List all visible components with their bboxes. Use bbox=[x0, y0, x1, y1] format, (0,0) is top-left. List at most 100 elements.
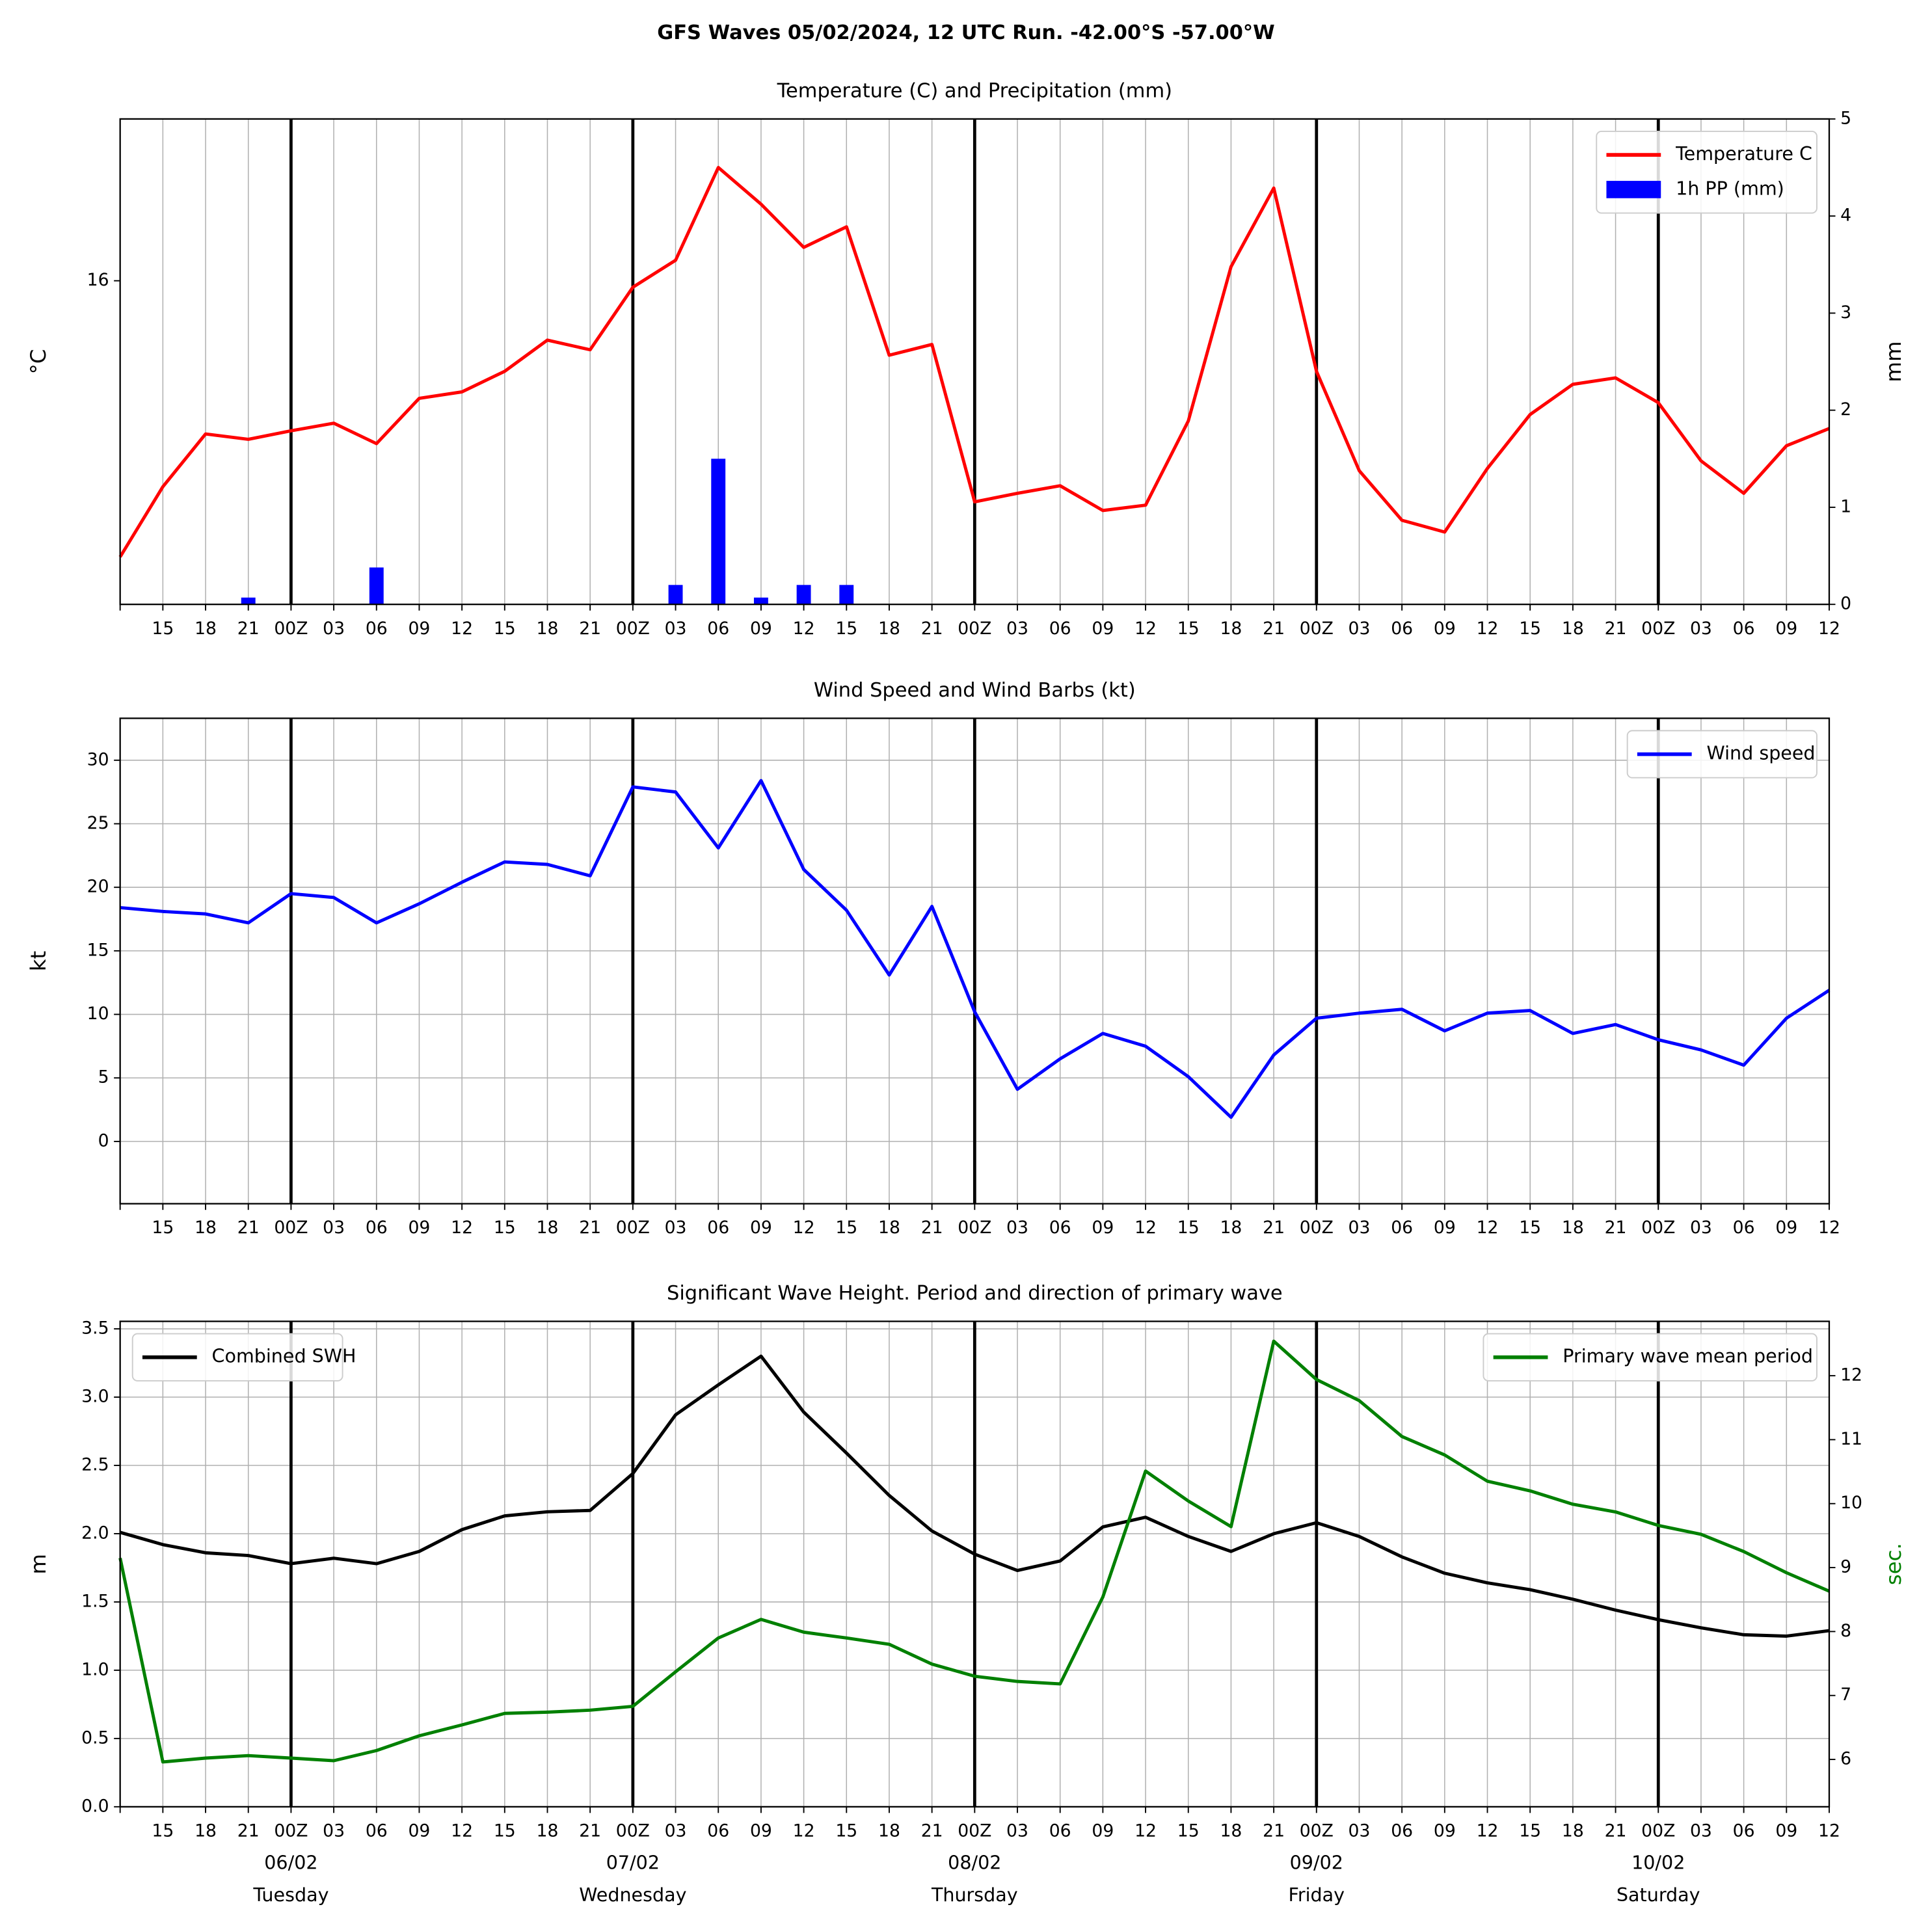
x-tick-label: 06 bbox=[1733, 619, 1755, 639]
x-tick-label: 21 bbox=[1263, 1821, 1285, 1841]
bar bbox=[369, 567, 384, 605]
weekday-label: Thursday bbox=[931, 1884, 1018, 1906]
y-tick-label: 3.0 bbox=[81, 1387, 109, 1407]
x-tick-label: 00Z bbox=[1300, 1821, 1334, 1841]
x-tick-label: 00Z bbox=[1300, 1218, 1334, 1238]
x-tick-label: 06 bbox=[1733, 1218, 1755, 1238]
legend-label: Wind speed bbox=[1707, 742, 1816, 764]
x-tick-label: 15 bbox=[835, 1218, 857, 1238]
x-tick-label: 12 bbox=[451, 1218, 473, 1238]
x-tick-label: 00Z bbox=[958, 619, 991, 639]
y-axis-label: °C bbox=[26, 349, 51, 375]
date-label: 08/02 bbox=[948, 1851, 1001, 1873]
x-tick-label: 09 bbox=[750, 1821, 772, 1841]
x-tick-label: 06 bbox=[1049, 619, 1071, 639]
x-tick-label: 00Z bbox=[1641, 619, 1675, 639]
x-tick-label: 21 bbox=[579, 619, 601, 639]
x-tick-label: 03 bbox=[1348, 1821, 1371, 1841]
x-tick-label: 06 bbox=[366, 1821, 388, 1841]
x-tick-label: 00Z bbox=[274, 1218, 308, 1238]
plot-frame bbox=[119, 118, 1831, 606]
x-tick-label: 09 bbox=[408, 619, 430, 639]
x-tick-label: 09 bbox=[1775, 1821, 1797, 1841]
x-tick-label: 09 bbox=[408, 1218, 430, 1238]
x-tick-label: 21 bbox=[1263, 619, 1285, 639]
x-tick-label: 03 bbox=[1006, 619, 1028, 639]
y-tick-label: 16 bbox=[87, 270, 109, 290]
bar bbox=[668, 585, 683, 605]
y2-tick-label: 8 bbox=[1840, 1621, 1851, 1641]
x-tick-label: 12 bbox=[793, 1821, 815, 1841]
x-tick-label: 09 bbox=[1092, 1821, 1114, 1841]
x-tick-label: 09 bbox=[1434, 1218, 1456, 1238]
x-tick-label: 09 bbox=[1775, 619, 1797, 639]
legend-label: Temperature C bbox=[1675, 142, 1812, 165]
x-tick-label: 21 bbox=[1263, 1218, 1285, 1238]
y-tick-label: 1.5 bbox=[81, 1591, 109, 1611]
y-tick-label: 10 bbox=[87, 1004, 109, 1024]
y2-tick-label: 11 bbox=[1840, 1429, 1862, 1449]
x-tick-label: 15 bbox=[835, 1821, 857, 1841]
y2-tick-label: 0 bbox=[1840, 594, 1851, 614]
line-series bbox=[118, 1339, 1830, 1764]
x-tick-label: 12 bbox=[1477, 1821, 1499, 1841]
x-tick-label: 18 bbox=[878, 1218, 900, 1238]
x-tick-label: 09 bbox=[1775, 1218, 1797, 1238]
x-tick-label: 15 bbox=[1177, 1821, 1200, 1841]
x-tick-label: 00Z bbox=[616, 619, 650, 639]
bar bbox=[839, 585, 854, 605]
date-label: 09/02 bbox=[1290, 1851, 1343, 1873]
x-tick-label: 15 bbox=[494, 619, 516, 639]
x-tick-label: 21 bbox=[921, 619, 943, 639]
bar bbox=[241, 597, 256, 605]
line-series bbox=[118, 166, 1830, 558]
x-tick-label: 12 bbox=[793, 619, 815, 639]
x-tick-label: 09 bbox=[750, 1218, 772, 1238]
plot-frame bbox=[119, 1320, 1831, 1808]
x-tick-label: 06 bbox=[1391, 1218, 1413, 1238]
date-label: 06/02 bbox=[264, 1851, 317, 1873]
bar bbox=[711, 459, 726, 605]
y-tick-label: 5 bbox=[98, 1067, 109, 1088]
date-label: 10/02 bbox=[1631, 1851, 1685, 1873]
x-tick-label: 12 bbox=[1134, 1218, 1157, 1238]
x-tick-label: 06 bbox=[707, 1821, 729, 1841]
y2-tick-label: 5 bbox=[1840, 108, 1851, 128]
x-tick-label: 12 bbox=[1818, 619, 1840, 639]
x-tick-label: 21 bbox=[579, 1821, 601, 1841]
x-tick-label: 21 bbox=[1605, 1821, 1627, 1841]
x-tick-label: 00Z bbox=[616, 1218, 650, 1238]
x-tick-label: 12 bbox=[1477, 619, 1499, 639]
x-tick-label: 21 bbox=[579, 1218, 601, 1238]
x-tick-label: 18 bbox=[1562, 1821, 1584, 1841]
x-tick-label: 06 bbox=[1049, 1821, 1071, 1841]
x-tick-label: 06 bbox=[707, 619, 729, 639]
x-tick-label: 15 bbox=[152, 1821, 174, 1841]
y-tick-label: 3.5 bbox=[81, 1318, 109, 1339]
y2-tick-label: 12 bbox=[1840, 1365, 1862, 1385]
x-tick-label: 18 bbox=[195, 1821, 217, 1841]
x-tick-label: 15 bbox=[494, 1218, 516, 1238]
x-tick-label: 18 bbox=[537, 1821, 559, 1841]
x-tick-label: 06 bbox=[1733, 1821, 1755, 1841]
x-tick-label: 12 bbox=[1818, 1218, 1840, 1238]
y-tick-label: 30 bbox=[87, 749, 109, 769]
x-tick-label: 09 bbox=[1092, 619, 1114, 639]
x-tick-label: 09 bbox=[750, 619, 772, 639]
x-tick-label: 03 bbox=[323, 1821, 345, 1841]
x-tick-label: 12 bbox=[1134, 1821, 1157, 1841]
y-tick-label: 0.0 bbox=[81, 1796, 109, 1816]
y2-tick-label: 4 bbox=[1840, 206, 1851, 226]
x-tick-label: 09 bbox=[1434, 619, 1456, 639]
y-tick-label: 25 bbox=[87, 813, 109, 833]
x-tick-label: 18 bbox=[1562, 619, 1584, 639]
x-tick-label: 18 bbox=[537, 619, 559, 639]
x-tick-label: 15 bbox=[835, 619, 857, 639]
x-tick-label: 03 bbox=[1690, 619, 1712, 639]
x-tick-label: 03 bbox=[665, 619, 687, 639]
x-tick-label: 09 bbox=[408, 1821, 430, 1841]
x-tick-label: 18 bbox=[537, 1218, 559, 1238]
x-tick-label: 03 bbox=[665, 1821, 687, 1841]
x-tick-label: 09 bbox=[1092, 1218, 1114, 1238]
